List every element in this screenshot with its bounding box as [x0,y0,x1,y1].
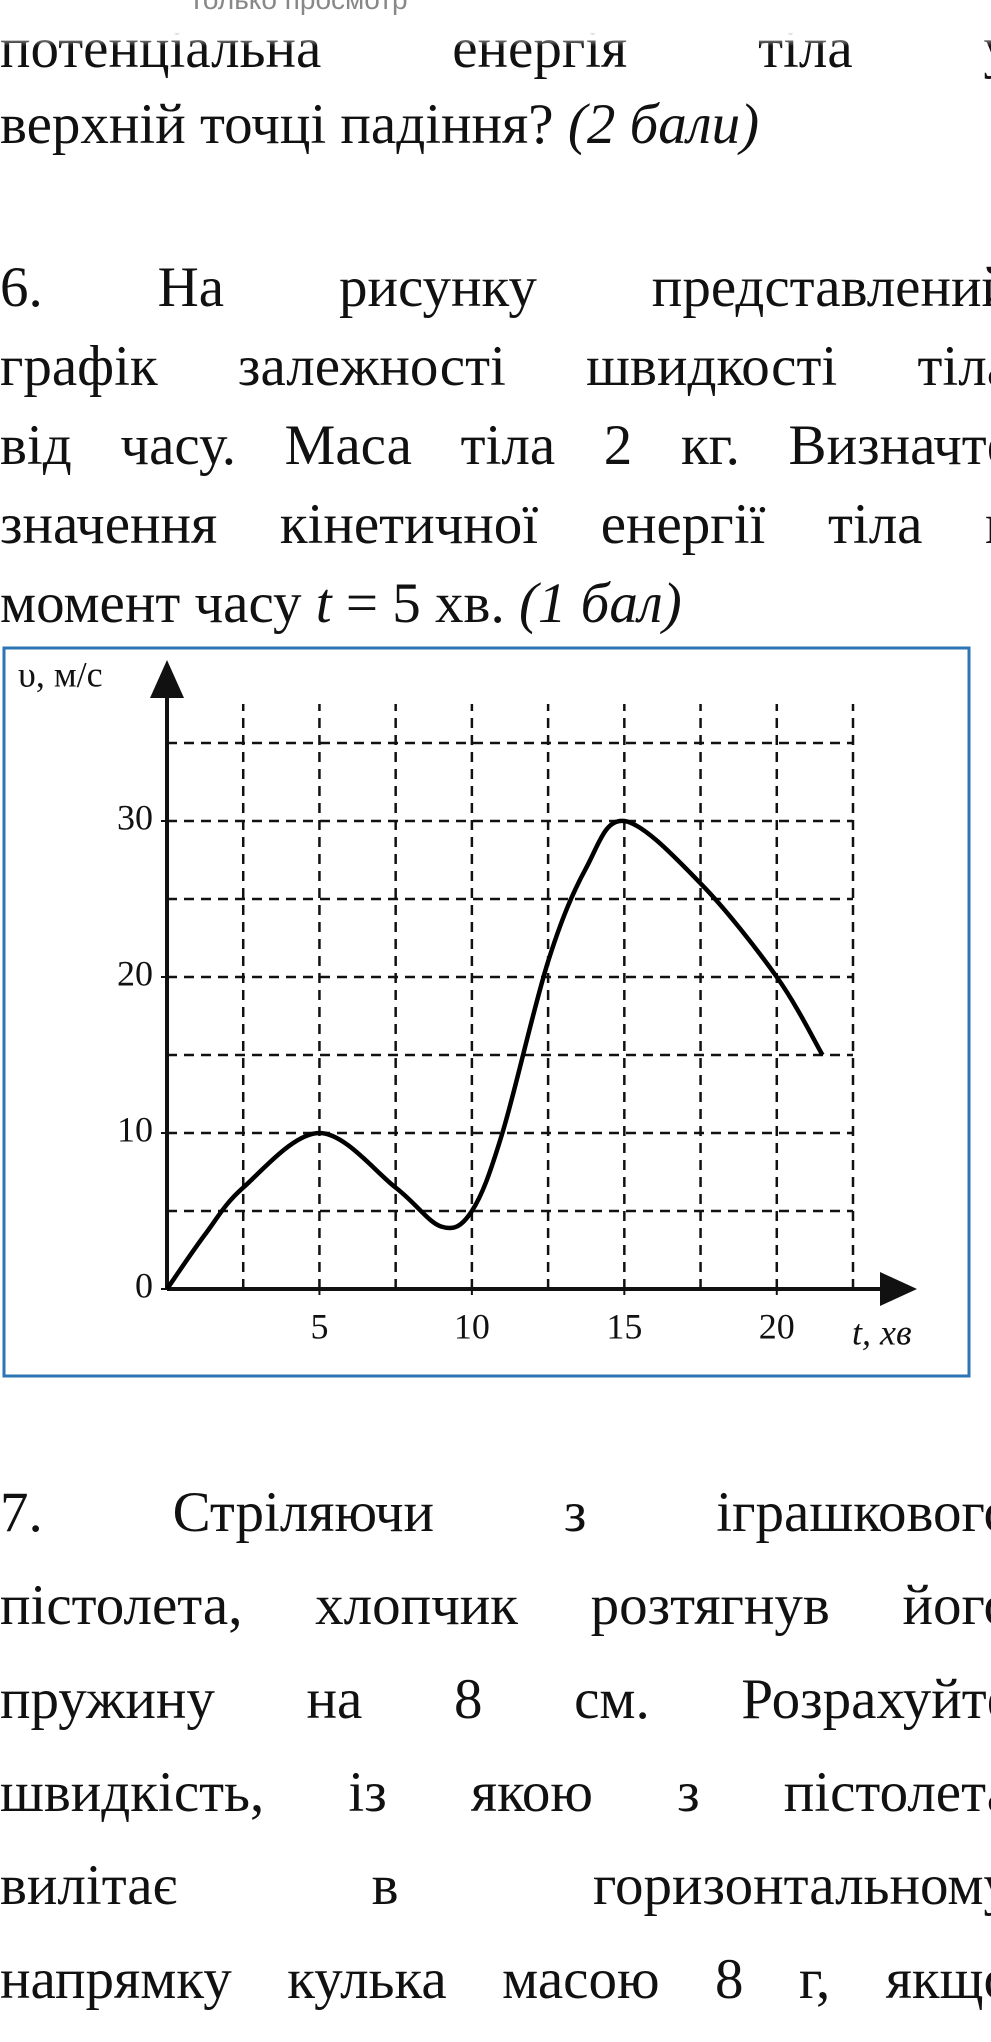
text-line: 7. Стріляючи з іграшкового [0,1484,991,1541]
text-line: 6. На рисунку представлений [0,259,991,316]
text-line: від часу. Маса тіла 2 кг. Визначте [0,417,991,474]
text-line: момент часу t = 5 хв. (1 бал) [0,575,991,632]
y-axis-arrow [150,660,184,698]
text-line: пістолета, хлопчик розтягнув його [0,1577,991,1634]
y-tick-label: 30 [117,797,153,837]
velocity-curve [165,818,825,1291]
text-line: швидкість, із якою з пістолета [0,1764,991,1821]
chart: υ, м/с t, хв 0 10 20 30 5 10 15 20 [2,646,971,1378]
y-tick-label: 0 [135,1265,153,1305]
text-run: значення кінетичної енергії тіла в [0,493,991,556]
text-run: графік залежності швидкості тіла [0,335,991,398]
text-run: = 5 хв. [331,572,519,635]
x-tick-label: 15 [606,1306,642,1346]
text-run: напрямку кулька масою 8 г, якщо [0,1947,991,2011]
text-line: верхній точці падіння? (2 бали) [0,96,991,153]
x-axis-label: t, хв [852,1312,912,1352]
x-tick-label: 20 [759,1306,795,1346]
banner-text: Только просмотр [188,0,408,16]
text-run: (1 бал) [518,572,682,635]
text-run: вилітає в горизонтальному [0,1854,991,1918]
text-run: пружину на 8 см. Розрахуйте [0,1667,991,1731]
text-run: (2 бали) [567,93,760,156]
view-only-banner: Только просмотр [0,0,991,46]
text-run: 7. Стріляючи з іграшкового [0,1481,991,1544]
text-run: від часу. Маса тіла 2 кг. Визначте [0,414,991,477]
x-tick-label: 10 [454,1306,490,1346]
chart-frame [2,646,971,1378]
text-run: верхній точці падіння? [0,93,568,156]
y-tick-label: 20 [117,953,153,993]
y-axis-label: υ, м/с [18,654,103,694]
x-axis-arrow [880,1272,917,1306]
text-run: момент часу [0,572,316,635]
text-line: пружину на 8 см. Розрахуйте [0,1671,991,1728]
text-line: графік залежності швидкості тіла [0,338,991,395]
x-tick-label: 5 [310,1306,328,1346]
text-line: значення кінетичної енергії тіла в [0,496,991,553]
text-run: t [315,572,332,635]
text-run: швидкість, із якою з пістолета [0,1760,991,1824]
text-run: 6. На рисунку представлений [0,256,991,319]
y-tick-label: 10 [117,1109,153,1149]
text-run: пістолета, хлопчик розтягнув його [0,1574,991,1638]
text-line: напрямку кулька масою 8 г, якщо [0,1951,991,2008]
text-line: вилітає в горизонтальному [0,1857,991,1914]
